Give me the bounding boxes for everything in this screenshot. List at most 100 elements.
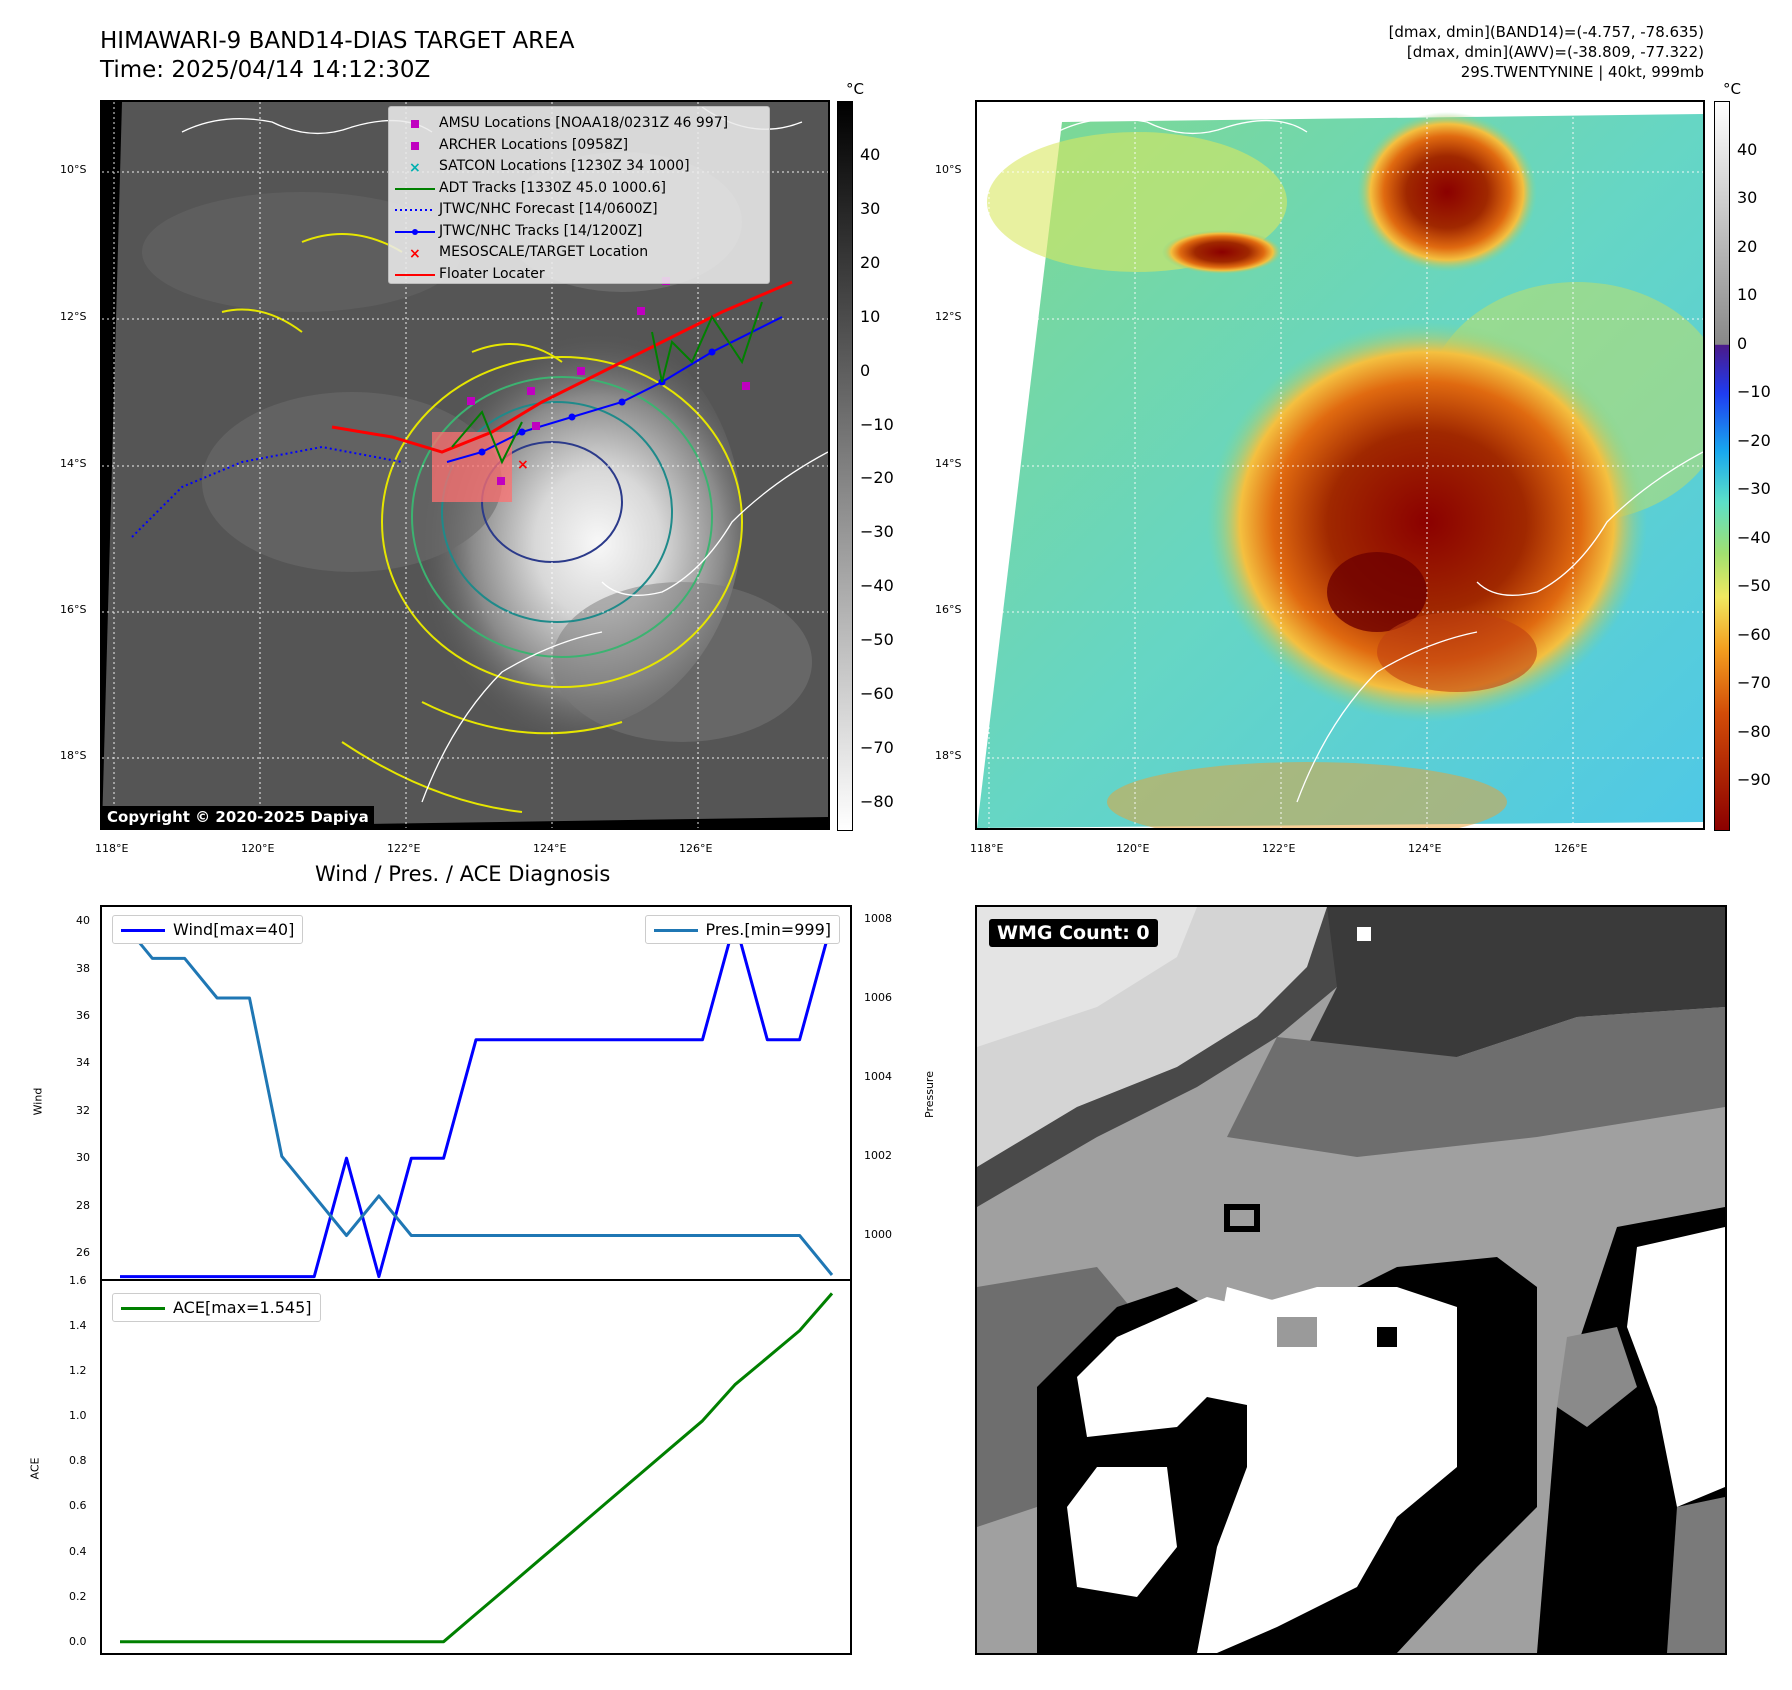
legend-item: × SATCON Locations [1230Z 34 1000] <box>389 156 769 178</box>
wind-pressure-panel: Wind[max=40] Pres.[min=999] <box>100 905 852 1281</box>
colorbar-tick: −60 <box>860 684 894 704</box>
colorbar-tick: −50 <box>860 630 894 650</box>
legend-item: × MESOSCALE/TARGET Location <box>389 242 769 264</box>
colorbar-tick: −10 <box>1737 382 1771 402</box>
legend-swatch: × <box>409 160 421 176</box>
awv-map <box>975 100 1705 830</box>
legend-item: ARCHER Locations [0958Z] <box>389 135 769 157</box>
floater-track <box>331 280 793 454</box>
awv-map-svg <box>977 102 1703 828</box>
lon-tick: 126°E <box>679 842 713 855</box>
y-tick: 1004 <box>864 1070 892 1084</box>
y-tick: 1.6 <box>69 1274 87 1287</box>
legend-item: Floater Locater <box>389 264 769 286</box>
ace-legend-label: ACE[max=1.545] <box>173 1298 312 1317</box>
legend-label: ARCHER Locations [0958Z] <box>439 136 629 153</box>
chart-title: HIMAWARI-9 BAND14-DIAS TARGET AREA <box>100 28 575 54</box>
contour-mid <box>411 376 713 658</box>
legend-item: JTWC/NHC Forecast [14/0600Z] <box>389 199 769 221</box>
colorbar-tick: −30 <box>1737 479 1771 499</box>
y-tick: 0.2 <box>69 1589 87 1603</box>
y-tick: 36 <box>76 1008 90 1022</box>
colorbar-tick: 40 <box>1737 139 1758 159</box>
lat-tick: 12°S <box>60 310 87 323</box>
colorbar-tick: −60 <box>1737 624 1771 644</box>
colorbar-tick: −30 <box>860 522 894 542</box>
y-tick: 1008 <box>864 911 892 925</box>
wind-series-line <box>120 919 834 1279</box>
wind-axis-label: Wind <box>31 1087 45 1116</box>
forecast-track <box>131 445 403 538</box>
colorbar-tick: −70 <box>1737 673 1771 693</box>
colorbar-tick: −80 <box>860 792 894 812</box>
legend-swatch <box>395 187 435 190</box>
y-tick: 0.0 <box>69 1634 87 1648</box>
lat-tick: 14°S <box>60 457 87 470</box>
legend-label: AMSU Locations [NOAA18/0231Z 46 997] <box>439 115 729 131</box>
pressure-axis-label: Pressure <box>922 1071 936 1118</box>
ace-series-line <box>120 1292 834 1644</box>
y-tick: 38 <box>76 961 90 975</box>
ace-panel: ACE[max=1.545] <box>100 1279 852 1655</box>
legend-item: AMSU Locations [NOAA18/0231Z 46 997] <box>389 113 769 135</box>
y-tick: 1.4 <box>69 1319 87 1333</box>
wind-legend-label: Wind[max=40] <box>173 920 295 939</box>
wind-pressure-plot <box>118 917 834 1279</box>
legend-item: JTWC/NHC Tracks [14/1200Z] <box>389 221 769 243</box>
lon-tick: 124°E <box>1408 842 1442 855</box>
colorbar-left-unit: °C <box>846 80 864 98</box>
colorbar-tick: 0 <box>1737 333 1748 353</box>
colorbar-tick: −80 <box>1737 721 1771 741</box>
lat-tick: 16°S <box>60 603 87 616</box>
colorbar-tick: −50 <box>1737 576 1771 596</box>
lon-tick: 122°E <box>387 842 421 855</box>
pres-legend: Pres.[min=999] <box>644 915 840 944</box>
colorbar-tick: −70 <box>860 738 894 758</box>
colorbar-tick: 30 <box>860 198 881 218</box>
legend-swatch <box>411 120 419 128</box>
diagnosis-title: Wind / Pres. / ACE Diagnosis <box>315 862 611 886</box>
ace-plot <box>120 1292 834 1644</box>
colorbar-tick: −10 <box>860 414 894 434</box>
y-tick: 32 <box>76 1103 90 1117</box>
ace-legend: ACE[max=1.545] <box>112 1293 321 1322</box>
lat-tick: 14°S <box>935 457 962 470</box>
legend-swatch <box>395 209 435 211</box>
colorbar-tick: −90 <box>1737 770 1771 790</box>
lat-tick: 10°S <box>60 163 87 176</box>
map-legend: AMSU Locations [NOAA18/0231Z 46 997] ARCH… <box>388 106 770 284</box>
colorbar-tick: −20 <box>1737 430 1771 450</box>
svg-text:×: × <box>409 246 421 262</box>
lon-tick: 120°E <box>241 842 275 855</box>
ace-axis-label: ACE <box>28 1457 42 1480</box>
y-tick: 1.2 <box>69 1364 87 1378</box>
storm-info: 29S.TWENTYNINE | 40kt, 999mb <box>1460 63 1704 81</box>
y-tick: 34 <box>76 1056 90 1070</box>
lat-tick: 18°S <box>935 749 962 762</box>
lat-tick: 16°S <box>935 603 962 616</box>
legend-label: JTWC/NHC Tracks [14/1200Z] <box>439 222 643 239</box>
pres-legend-label: Pres.[min=999] <box>705 920 831 939</box>
lat-tick: 10°S <box>935 163 962 176</box>
wmg-panel: WMG Count: 0 <box>975 905 1727 1655</box>
y-tick: 0.8 <box>69 1454 87 1468</box>
legend-label: MESOSCALE/TARGET Location <box>439 244 649 260</box>
colorbar-right-unit: °C <box>1723 80 1741 98</box>
colorbar-tick: −20 <box>860 468 894 488</box>
copyright: Copyright © 2020-2025 Dapiya <box>102 806 374 828</box>
legend-label: SATCON Locations [1230Z 34 1000] <box>439 158 690 174</box>
contour-outer <box>381 356 743 688</box>
wmg-count-label: WMG Count: 0 <box>989 919 1158 947</box>
y-tick: 0.4 <box>69 1544 87 1558</box>
lon-tick: 118°E <box>95 842 129 855</box>
wmg-image <box>977 907 1725 1653</box>
colorbar-tick: −40 <box>1737 527 1771 547</box>
chart-time: Time: 2025/04/14 14:12:30Z <box>100 57 431 83</box>
svg-text:×: × <box>517 457 529 473</box>
legend-label: JTWC/NHC Forecast [14/0600Z] <box>439 201 658 217</box>
colorbar-tick: 40 <box>860 144 881 164</box>
dmax-awv: [dmax, dmin](AWV)=(-38.809, -77.322) <box>1406 43 1704 61</box>
y-tick: 28 <box>76 1198 90 1212</box>
legend-label: Floater Locater <box>439 265 545 282</box>
legend-swatch <box>395 273 435 276</box>
